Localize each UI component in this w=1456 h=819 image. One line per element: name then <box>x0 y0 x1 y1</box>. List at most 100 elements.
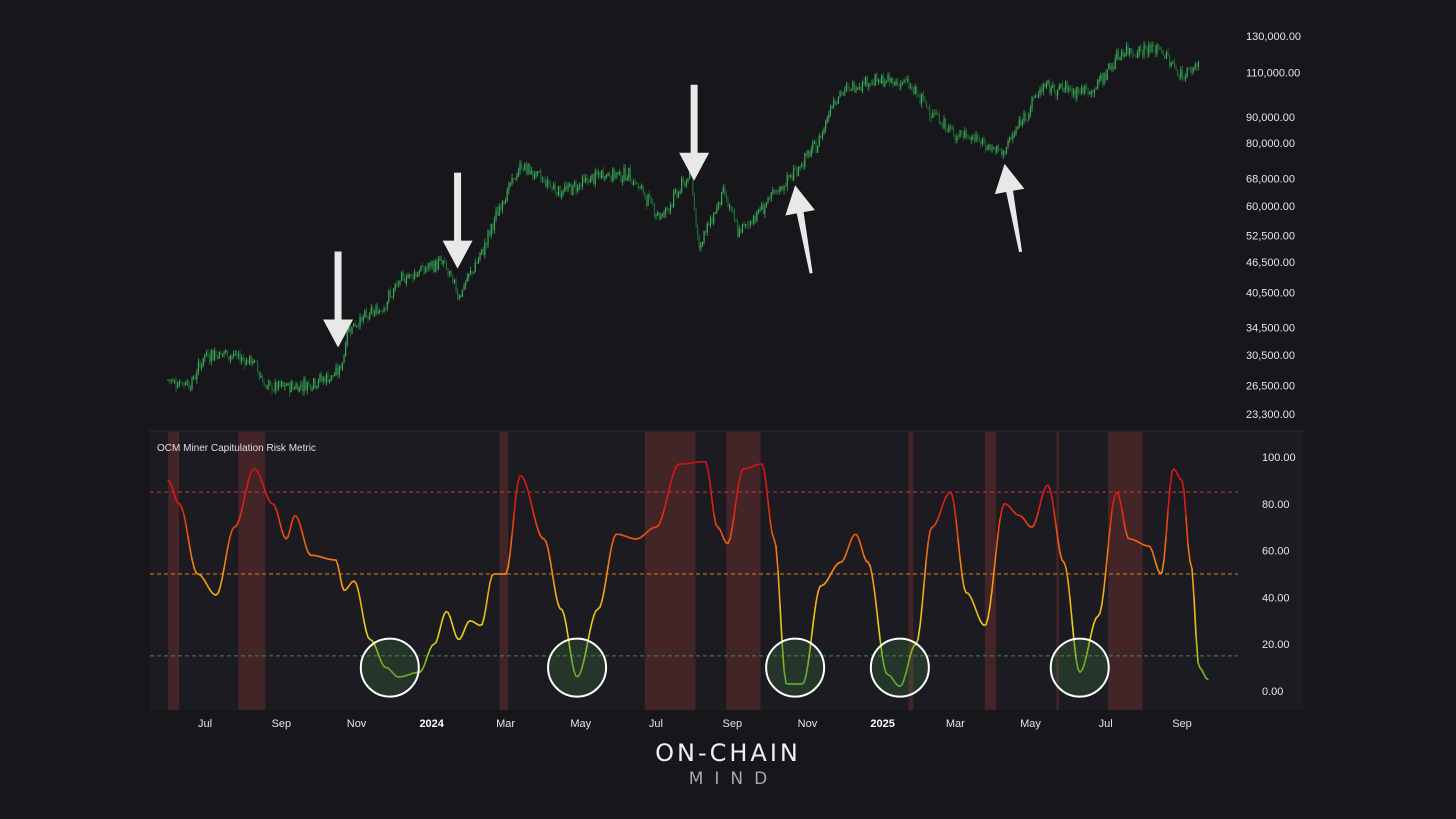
candle-body <box>807 151 809 156</box>
candle-body <box>1001 149 1003 155</box>
candle-body <box>757 210 760 213</box>
candle-body <box>364 310 366 318</box>
candle-body <box>185 382 187 385</box>
candle-body <box>741 223 744 233</box>
candle-body <box>436 260 438 270</box>
candle-body <box>687 178 689 181</box>
candle-body <box>642 186 644 192</box>
risk-line-segment <box>531 506 535 517</box>
candle-body <box>666 207 668 209</box>
candle-body <box>887 75 889 81</box>
candle-body <box>1004 151 1006 154</box>
candle-body <box>1117 50 1120 61</box>
candle-body <box>959 130 961 137</box>
candle-body <box>333 374 336 377</box>
candle-body <box>281 381 283 387</box>
candle-body <box>506 190 508 201</box>
candle-body <box>714 212 716 214</box>
candle-body <box>1148 44 1150 55</box>
risk-line-segment <box>769 518 773 535</box>
risk-line-segment <box>551 570 555 585</box>
candle-body <box>881 75 883 84</box>
risk-line-segment <box>727 537 731 545</box>
candle-body <box>786 175 788 187</box>
risk-line-segment <box>1195 634 1199 664</box>
risk-line-segment <box>339 575 343 587</box>
candle-body <box>553 184 555 190</box>
candle-body <box>692 176 694 196</box>
candle-body <box>1113 66 1115 69</box>
candle-body <box>345 344 347 356</box>
candle-body <box>685 180 688 187</box>
risk-line-segment <box>427 648 431 656</box>
risk-line-segment <box>567 635 571 651</box>
risk-line-segment <box>737 475 741 489</box>
risk-line-segment <box>1073 640 1077 660</box>
candle-body <box>1178 75 1180 79</box>
candle-body <box>1036 95 1038 97</box>
candle-body <box>610 175 612 182</box>
risk-line-segment <box>287 528 291 538</box>
candle-body <box>754 215 756 222</box>
candle-body <box>466 276 468 282</box>
candle-body <box>783 186 785 191</box>
risk-line-segment <box>857 536 861 544</box>
candle-body <box>1105 73 1107 81</box>
risk-line-segment <box>249 469 253 476</box>
risk-shaded-range <box>908 432 914 710</box>
risk-line-segment <box>659 516 663 524</box>
candle-body <box>637 183 640 189</box>
candle-body <box>487 230 489 245</box>
candle-body <box>580 185 582 187</box>
candle-body <box>298 386 300 392</box>
candle-body <box>1090 90 1092 94</box>
risk-line-segment <box>663 501 667 512</box>
risk-line-segment <box>301 531 305 541</box>
candle-body <box>949 125 952 129</box>
candle-body <box>913 88 915 94</box>
candle-body <box>645 197 648 207</box>
risk-line-segment <box>1113 491 1117 500</box>
risk-line-segment <box>1181 479 1185 492</box>
candle-body <box>785 186 787 188</box>
risk-line-segment <box>223 556 227 570</box>
candle-body <box>1153 45 1155 47</box>
risk-line-segment <box>781 640 785 671</box>
candle-body <box>543 179 545 181</box>
risk-line-segment <box>549 558 553 573</box>
risk-line-segment <box>185 524 189 538</box>
candle-body <box>1143 44 1145 56</box>
candle-body <box>391 296 393 298</box>
risk-line-segment <box>555 594 559 605</box>
candle-body <box>650 197 652 203</box>
candle-body <box>493 219 496 230</box>
risk-line-segment <box>1107 527 1111 549</box>
candle-body <box>1037 94 1040 96</box>
candle-body <box>911 86 913 89</box>
risk-line-segment <box>883 665 887 674</box>
candle-body <box>578 185 580 187</box>
risk-line-segment <box>991 570 995 591</box>
candle-body <box>285 384 288 386</box>
candle-body <box>460 296 462 298</box>
candle-body <box>935 113 937 115</box>
candle-body <box>223 352 225 354</box>
risk-line-segment <box>229 529 233 538</box>
candle-body <box>522 168 524 171</box>
candle-body <box>375 306 377 314</box>
x-axis: Jul Sep Nov 2024 Mar May Jul Sep Nov 2025 Mar May Ju… <box>198 718 1192 730</box>
candle-body <box>1127 46 1129 55</box>
candle-body <box>258 371 260 378</box>
candle-body <box>441 259 443 264</box>
candle-body <box>621 179 624 182</box>
candle-body <box>1034 95 1036 99</box>
candle-body <box>775 190 777 192</box>
candle-body <box>1077 87 1080 93</box>
candle-body <box>1186 67 1188 77</box>
candle-body <box>316 385 318 388</box>
risk-line-segment <box>305 545 309 553</box>
candle-body <box>866 77 868 87</box>
candle-body <box>1111 66 1113 70</box>
candle-body <box>247 360 249 364</box>
risk-line-segment <box>779 604 783 643</box>
